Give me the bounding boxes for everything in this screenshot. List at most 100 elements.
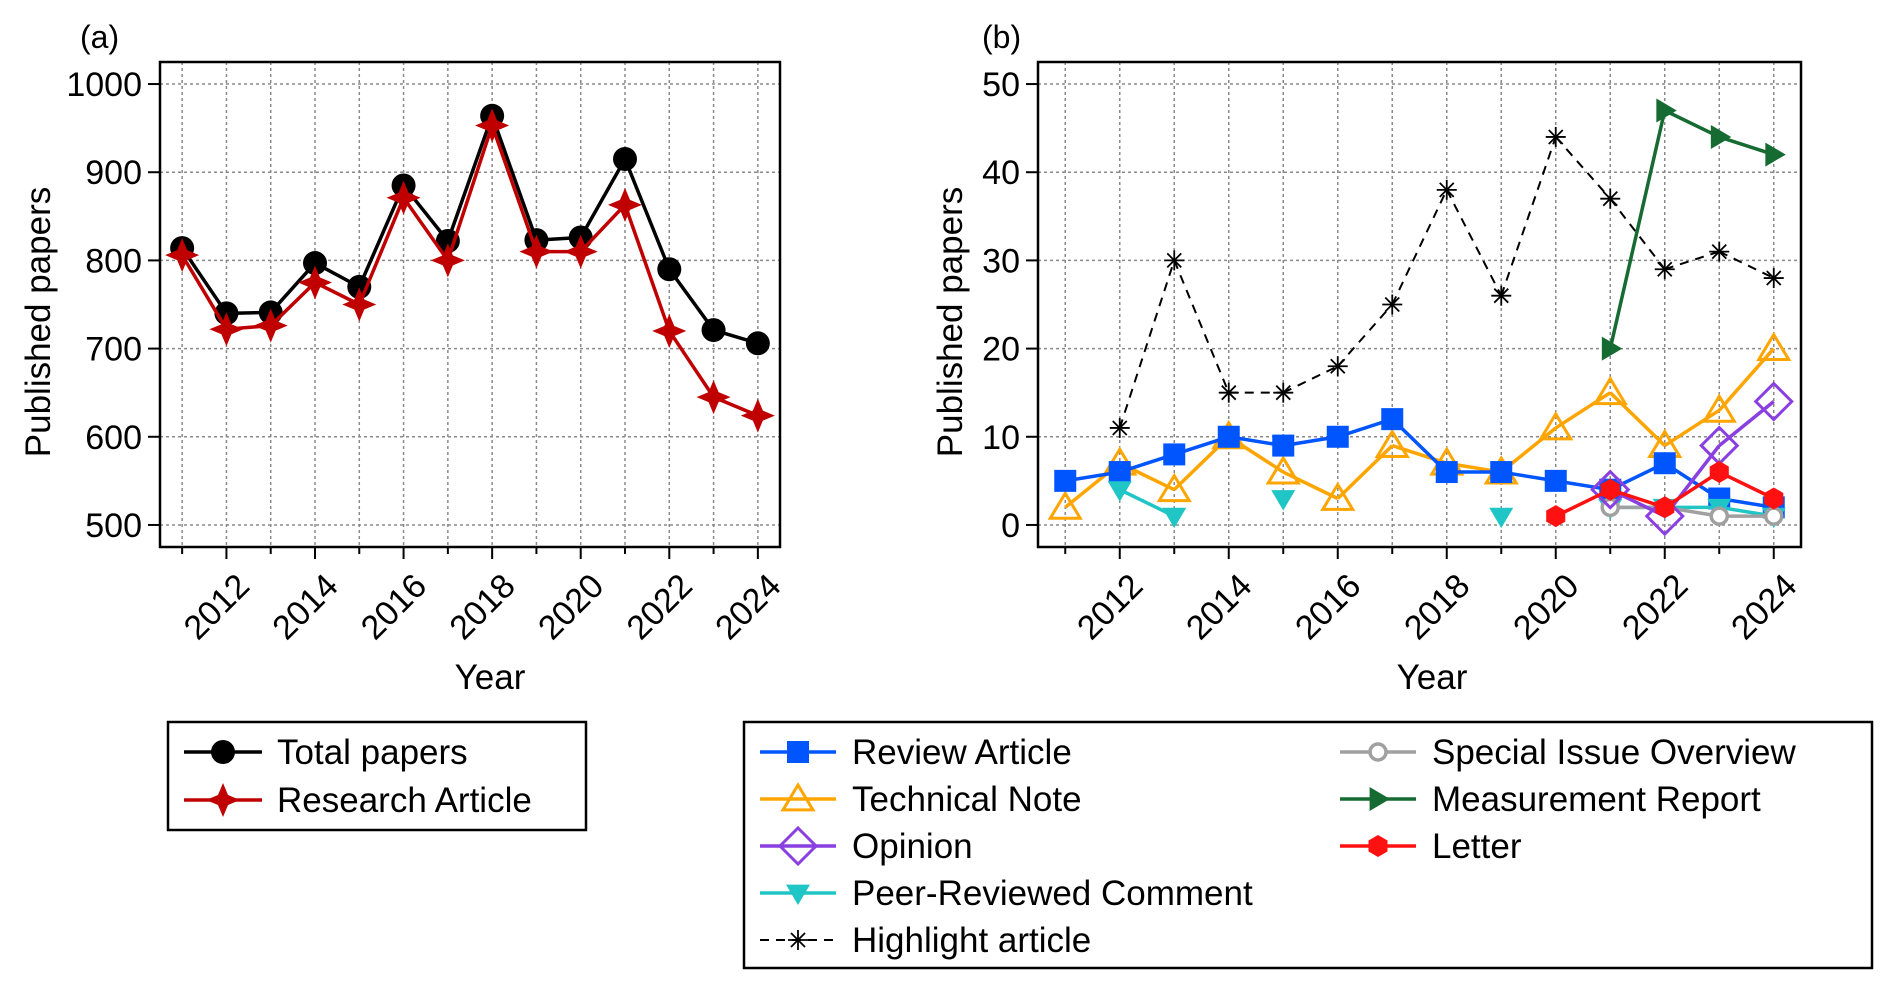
legend-b: Review Article Technical Note Opinion Pe… — [742, 720, 1874, 970]
line-research-article — [667, 329, 716, 399]
line-research-article — [180, 254, 228, 331]
panel-a-x-axis-title: Year — [455, 658, 526, 697]
point-peer-reviewed-comment — [1107, 481, 1132, 502]
line-highlight-article — [1555, 136, 1611, 200]
point-research-article — [165, 238, 200, 273]
line-research-article — [357, 197, 406, 306]
point-review-article — [1163, 443, 1186, 466]
line-highlight-article — [1118, 260, 1176, 429]
point-highlight-article — [1763, 268, 1784, 289]
point-opinion — [1644, 496, 1685, 537]
panel-b-x-tick-label: 2014 — [1179, 567, 1259, 647]
panel-a-grid — [160, 62, 780, 547]
legend-marker-research-article — [206, 783, 240, 817]
panel-b-y-tick-label: 40 — [982, 154, 1020, 192]
point-special-issue-overview — [1764, 506, 1784, 526]
point-letter — [1655, 496, 1675, 519]
panel-b-y-tick-label: 50 — [982, 66, 1020, 104]
point-review-article — [1490, 461, 1513, 484]
point-research-article — [475, 108, 510, 143]
panel-b-label: (b) — [982, 19, 1021, 55]
line-highlight-article — [1500, 136, 1557, 297]
legend-label-peer-reviewed-comment: Peer-Reviewed Comment — [852, 874, 1253, 913]
panel-b-x-tick-label: 2024 — [1724, 567, 1804, 647]
panel-b-x-tick-label: 2012 — [1070, 567, 1150, 647]
point-highlight-article — [1491, 285, 1512, 306]
line-measurement-report — [1663, 108, 1721, 139]
point-peer-reviewed-comment — [1162, 507, 1187, 529]
legend-marker-opinion — [777, 825, 819, 867]
point-total-papers — [613, 147, 637, 171]
panel-b: (b) 2012 2014 2016 2018 2020 2022 2024 0 10 20 30 4… — [931, 19, 1804, 697]
point-highlight-article — [1109, 417, 1130, 438]
legend-label-letter: Letter — [1432, 827, 1522, 866]
point-measurement-report — [1601, 336, 1623, 361]
legend-b-swatches — [760, 741, 1416, 950]
point-review-article — [1054, 469, 1077, 492]
panel-a-y-tick-label: 500 — [85, 507, 142, 545]
point-highlight-article — [1218, 382, 1239, 403]
point-highlight-article — [1654, 259, 1675, 280]
line-research-article — [490, 124, 539, 253]
point-opinion — [1590, 469, 1631, 510]
point-total-papers — [303, 251, 327, 276]
legend-marker-letter — [1368, 835, 1388, 857]
legend-swatch-measurement-report — [1340, 787, 1416, 811]
legend-swatch-letter — [1340, 835, 1416, 857]
legend-b-box — [742, 720, 1874, 970]
legend-marker-highlight-article — [788, 930, 808, 950]
legend-label-technical-note: Technical Note — [852, 780, 1082, 819]
line-measurement-report — [1718, 135, 1775, 157]
line-total-papers — [667, 268, 715, 332]
panel-a-y-tick-label: 700 — [85, 331, 142, 369]
legend-label-opinion: Opinion — [852, 827, 973, 866]
point-highlight-article — [1327, 356, 1348, 377]
panel-b-y-tick-label: 0 — [1001, 507, 1020, 545]
panel-a: (a) 2012 2014 2016 2018 2020 2022 2024 500 600 70… — [19, 19, 788, 697]
line-highlight-article — [1173, 260, 1230, 394]
panel-a-x-tick-label: 2020 — [531, 567, 611, 647]
point-research-article — [342, 287, 377, 322]
point-technical-note — [1756, 331, 1792, 362]
legend-swatch-technical-note — [760, 782, 836, 812]
line-total-papers — [490, 115, 539, 241]
legend-marker-special-issue-overview — [1368, 742, 1388, 762]
point-review-article — [1381, 408, 1404, 431]
line-research-article — [446, 124, 494, 261]
line-technical-note — [1717, 347, 1776, 412]
point-research-article — [298, 265, 332, 300]
legend-marker-measurement-report — [1369, 787, 1390, 811]
panel-a-ticks: 2012 2014 2016 2018 2020 2022 2024 500 600 700 800… — [66, 66, 788, 647]
line-research-article — [579, 203, 627, 253]
panel-a-x-tick-label: 2016 — [354, 567, 434, 647]
legend-swatch-opinion — [760, 825, 836, 867]
panel-a-x-tick-label: 2014 — [265, 567, 345, 647]
panel-a-x-tick-label: 2024 — [708, 567, 788, 647]
line-technical-note — [1554, 391, 1612, 430]
point-total-papers — [745, 331, 770, 356]
legend-a-swatches — [184, 740, 262, 817]
legend-marker-total-papers — [211, 740, 235, 764]
line-research-article — [623, 204, 671, 332]
legend-swatch-research-article — [184, 783, 262, 817]
line-highlight-article — [1718, 250, 1775, 279]
point-research-article — [696, 380, 731, 415]
point-total-papers — [657, 257, 682, 282]
series-research-article — [165, 108, 775, 433]
point-review-article — [1272, 434, 1295, 457]
panel-a-series — [165, 103, 775, 433]
point-special-issue-overview — [1709, 506, 1729, 526]
point-research-article — [386, 180, 421, 215]
line-measurement-report — [1608, 110, 1667, 349]
point-highlight-article — [1436, 179, 1457, 200]
line-total-papers — [357, 184, 406, 288]
point-review-article — [1435, 461, 1458, 484]
point-review-article — [1217, 425, 1240, 448]
line-highlight-article — [1337, 303, 1393, 367]
panel-b-frame — [1036, 60, 1803, 549]
point-highlight-article — [1382, 294, 1403, 315]
line-total-papers — [446, 115, 494, 242]
line-total-papers — [579, 158, 627, 239]
series-total-papers — [170, 103, 770, 356]
panel-a-x-tick-label: 2012 — [177, 567, 257, 647]
